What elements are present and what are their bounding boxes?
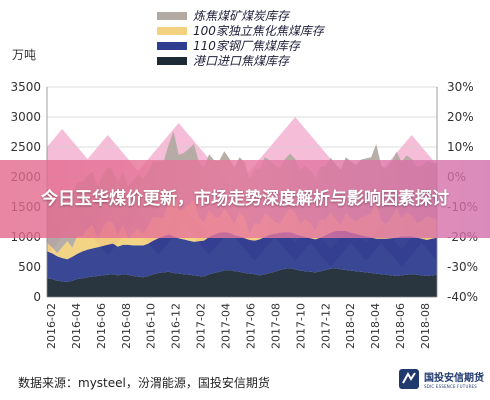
left-tick-label: 3000: [10, 110, 41, 124]
x-tick-label: 2016-12: [170, 303, 183, 349]
series-area: [47, 231, 437, 282]
legend-label: 港口进口焦煤库存: [193, 54, 290, 68]
logo-mark-icon: [399, 369, 419, 389]
legend: 炼焦煤矿煤炭库存 100家独立焦化焦煤库存 110家钢厂焦煤库存 港口进口焦煤库…: [157, 8, 324, 68]
footer: 数据来源：mysteel，汾渭能源，国投安信期货 国投安信期货 SDIC ESS…: [0, 362, 490, 400]
right-tick-label: -30%: [447, 260, 478, 274]
logo-subtitle: SDIC ESSENCE FUTURES: [424, 384, 478, 389]
legend-label: 100家独立焦化焦煤库存: [193, 24, 324, 38]
left-tick-label: 0: [33, 290, 41, 304]
x-tick-label: 2016-10: [145, 303, 158, 349]
legend-label: 炼焦煤矿煤炭库存: [193, 9, 290, 23]
legend-item: 炼焦煤矿煤炭库存: [157, 8, 324, 23]
x-tick-label: 2018-08: [419, 303, 432, 349]
x-tick-label: 2017-12: [319, 303, 332, 349]
legend-item: 100家独立焦化焦煤库存: [157, 23, 324, 38]
x-tick-label: 2017-04: [220, 303, 233, 349]
x-tick-label: 2016-08: [120, 303, 133, 349]
x-tick-label: 2016-04: [70, 303, 83, 349]
x-tick-label: 2018-04: [369, 303, 382, 349]
x-tick-label: 2016-02: [45, 303, 58, 349]
overlay-banner: 今日玉华煤价更新，市场走势深度解析与影响因素探讨: [0, 160, 490, 238]
logo-name: 国投安信期货: [424, 373, 484, 384]
right-tick-label: 30%: [447, 80, 474, 94]
legend-item: 港口进口焦煤库存: [157, 53, 324, 68]
legend-swatch: [157, 56, 187, 65]
overlay-title: 今日玉华煤价更新，市场走势深度解析与影响因素探讨: [41, 189, 449, 209]
legend-swatch: [157, 41, 187, 50]
legend-label: 110家钢厂焦煤库存: [193, 39, 300, 53]
legend-swatch: [157, 26, 187, 35]
right-tick-label: 20%: [447, 110, 474, 124]
right-tick-label: -40%: [447, 290, 478, 304]
x-tick-label: 2017-02: [195, 303, 208, 349]
left-tick-label: 500: [18, 260, 41, 274]
legend-swatch: [157, 11, 187, 20]
right-tick-label: 10%: [447, 140, 474, 154]
data-source-note: 数据来源：mysteel，汾渭能源，国投安信期货: [18, 376, 270, 390]
x-tick-label: 2017-08: [269, 303, 282, 349]
left-axis-unit-label: 万吨: [12, 48, 37, 62]
brand-logo: 国投安信期货 SDIC ESSENCE FUTURES: [398, 368, 484, 390]
x-tick-label: 2016-06: [95, 303, 108, 349]
left-tick-label: 3500: [10, 80, 41, 94]
legend-item: 110家钢厂焦煤库存: [157, 38, 324, 53]
x-tick-label: 2017-10: [294, 303, 307, 349]
x-tick-label: 2017-06: [244, 303, 257, 349]
series-area: [47, 268, 437, 297]
x-tick-label: 2018-02: [344, 303, 357, 349]
x-tick-label: 2018-06: [394, 303, 407, 349]
left-tick-label: 2500: [10, 140, 41, 154]
